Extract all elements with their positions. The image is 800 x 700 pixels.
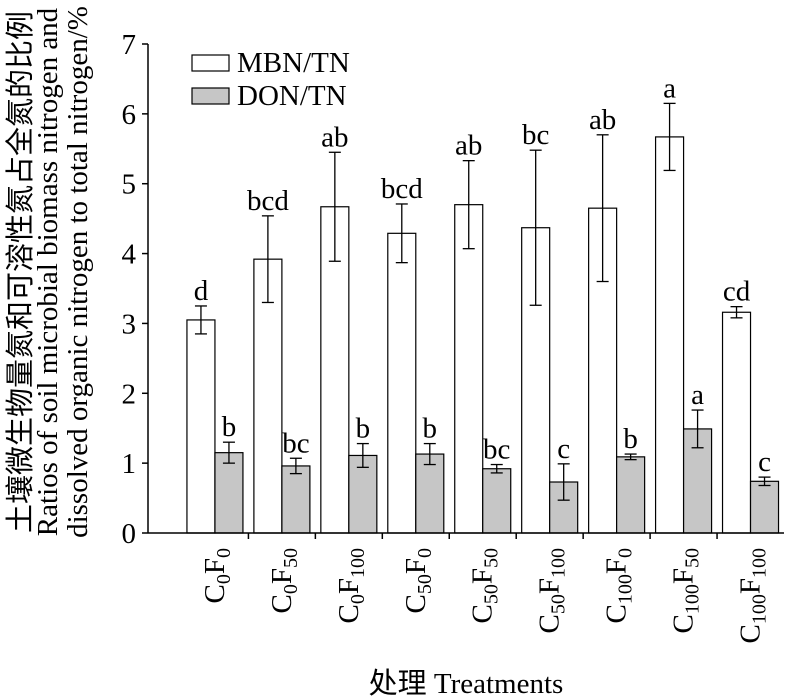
significance-letter-don-tn: b [623, 423, 638, 455]
y-tick-label: 7 [122, 29, 137, 61]
error-bar-don-tn [557, 463, 570, 501]
y-axis-title-english-line-1: Ratios of soil microbial biomass nitroge… [32, 7, 64, 536]
x-tick-label: C0F0 [199, 548, 235, 603]
bar-don-tn [214, 452, 244, 534]
x-tick-label: C50F50 [467, 548, 503, 623]
x-tick-label: C0F100 [333, 548, 369, 623]
legend-item-mbn-tn: MBN/TN [191, 47, 350, 79]
error-bar-don-tn [356, 442, 369, 468]
error-bar-don-tn [490, 463, 503, 474]
error-bar-mbn-tn [730, 306, 743, 319]
error-bar-don-tn [289, 457, 302, 475]
error-bar-don-tn [758, 476, 771, 487]
significance-letter-don-tn: b [423, 413, 438, 445]
significance-letter-mbn-tn: bcd [247, 185, 289, 217]
x-tick-label: C0F50 [266, 548, 302, 613]
significance-letter-mbn-tn: d [194, 275, 209, 307]
y-axis-title-chinese: 土壤微生物量氮和可溶性氮占全氮的比例 [4, 11, 37, 533]
significance-letter-don-tn: a [691, 379, 704, 411]
significance-letter-mbn-tn: ab [321, 121, 348, 153]
error-bar-don-tn [222, 441, 235, 464]
legend-swatch-don-tn [191, 87, 230, 105]
bar-don-tn [616, 456, 646, 534]
y-axis-title-english-line-2: dissolved organic nitrogen to total nitr… [62, 6, 94, 538]
y-axis-title: 土壤微生物量氮和可溶性氮占全氮的比例 Ratios of soil microb… [4, 6, 94, 538]
x-tick-label: C50F0 [400, 548, 436, 613]
x-tick-label: C100F0 [601, 548, 637, 623]
significance-letter-don-tn: bc [282, 427, 309, 459]
y-tick-label: 5 [122, 169, 137, 201]
error-bar-don-tn [624, 453, 637, 461]
y-tick-label: 2 [122, 378, 137, 410]
legend-label-mbn-tn: MBN/TN [237, 47, 350, 79]
y-tick-label: 6 [122, 99, 137, 131]
legend-item-don-tn: DON/TN [191, 80, 347, 112]
significance-letter-don-tn: b [356, 413, 371, 445]
significance-letter-mbn-tn: ab [589, 104, 616, 136]
error-bar-mbn-tn [529, 149, 542, 306]
significance-letter-mbn-tn: cd [723, 276, 751, 308]
significance-letter-mbn-tn: bc [522, 119, 549, 151]
x-axis-title: 处理 Treatments [369, 667, 564, 700]
error-bar-mbn-tn [194, 305, 207, 335]
error-bar-mbn-tn [395, 203, 408, 264]
significance-letter-mbn-tn: a [663, 72, 676, 104]
error-bar-mbn-tn [261, 215, 274, 304]
bar-mbn-tn [454, 204, 484, 534]
legend-label-don-tn: DON/TN [237, 80, 347, 112]
bar-don-tn [281, 465, 311, 534]
significance-letter-mbn-tn: ab [455, 130, 482, 162]
significance-letter-don-tn: bc [483, 434, 510, 466]
bar-don-tn [482, 468, 512, 534]
bar-mbn-tn [253, 258, 283, 534]
legend-swatch-mbn-tn [191, 54, 230, 72]
error-bar-mbn-tn [328, 151, 341, 262]
x-tick-label: C100F100 [735, 548, 771, 643]
bar-don-tn [415, 453, 445, 534]
bar-mbn-tn [654, 136, 685, 534]
significance-letter-don-tn: c [557, 433, 570, 465]
bar-don-tn [749, 480, 780, 534]
error-bar-mbn-tn [663, 102, 676, 172]
bar-mbn-tn [186, 319, 216, 534]
y-tick-label: 0 [122, 518, 137, 550]
y-tick-label: 3 [122, 308, 137, 340]
error-bar-mbn-tn [462, 160, 475, 250]
error-bar-don-tn [423, 442, 436, 466]
error-bar-don-tn [691, 409, 704, 449]
x-tick-label: C100F50 [668, 548, 704, 633]
significance-letter-mbn-tn: bcd [381, 173, 423, 205]
y-tick-label: 4 [122, 239, 137, 271]
y-tick-label: 1 [122, 448, 137, 480]
significance-letter-don-tn: b [222, 411, 237, 443]
x-tick-label: C50F100 [534, 548, 570, 633]
error-bar-mbn-tn [596, 134, 609, 283]
significance-letter-don-tn: c [758, 446, 771, 478]
bar-mbn-tn [387, 232, 417, 534]
bar-mbn-tn [721, 311, 752, 534]
